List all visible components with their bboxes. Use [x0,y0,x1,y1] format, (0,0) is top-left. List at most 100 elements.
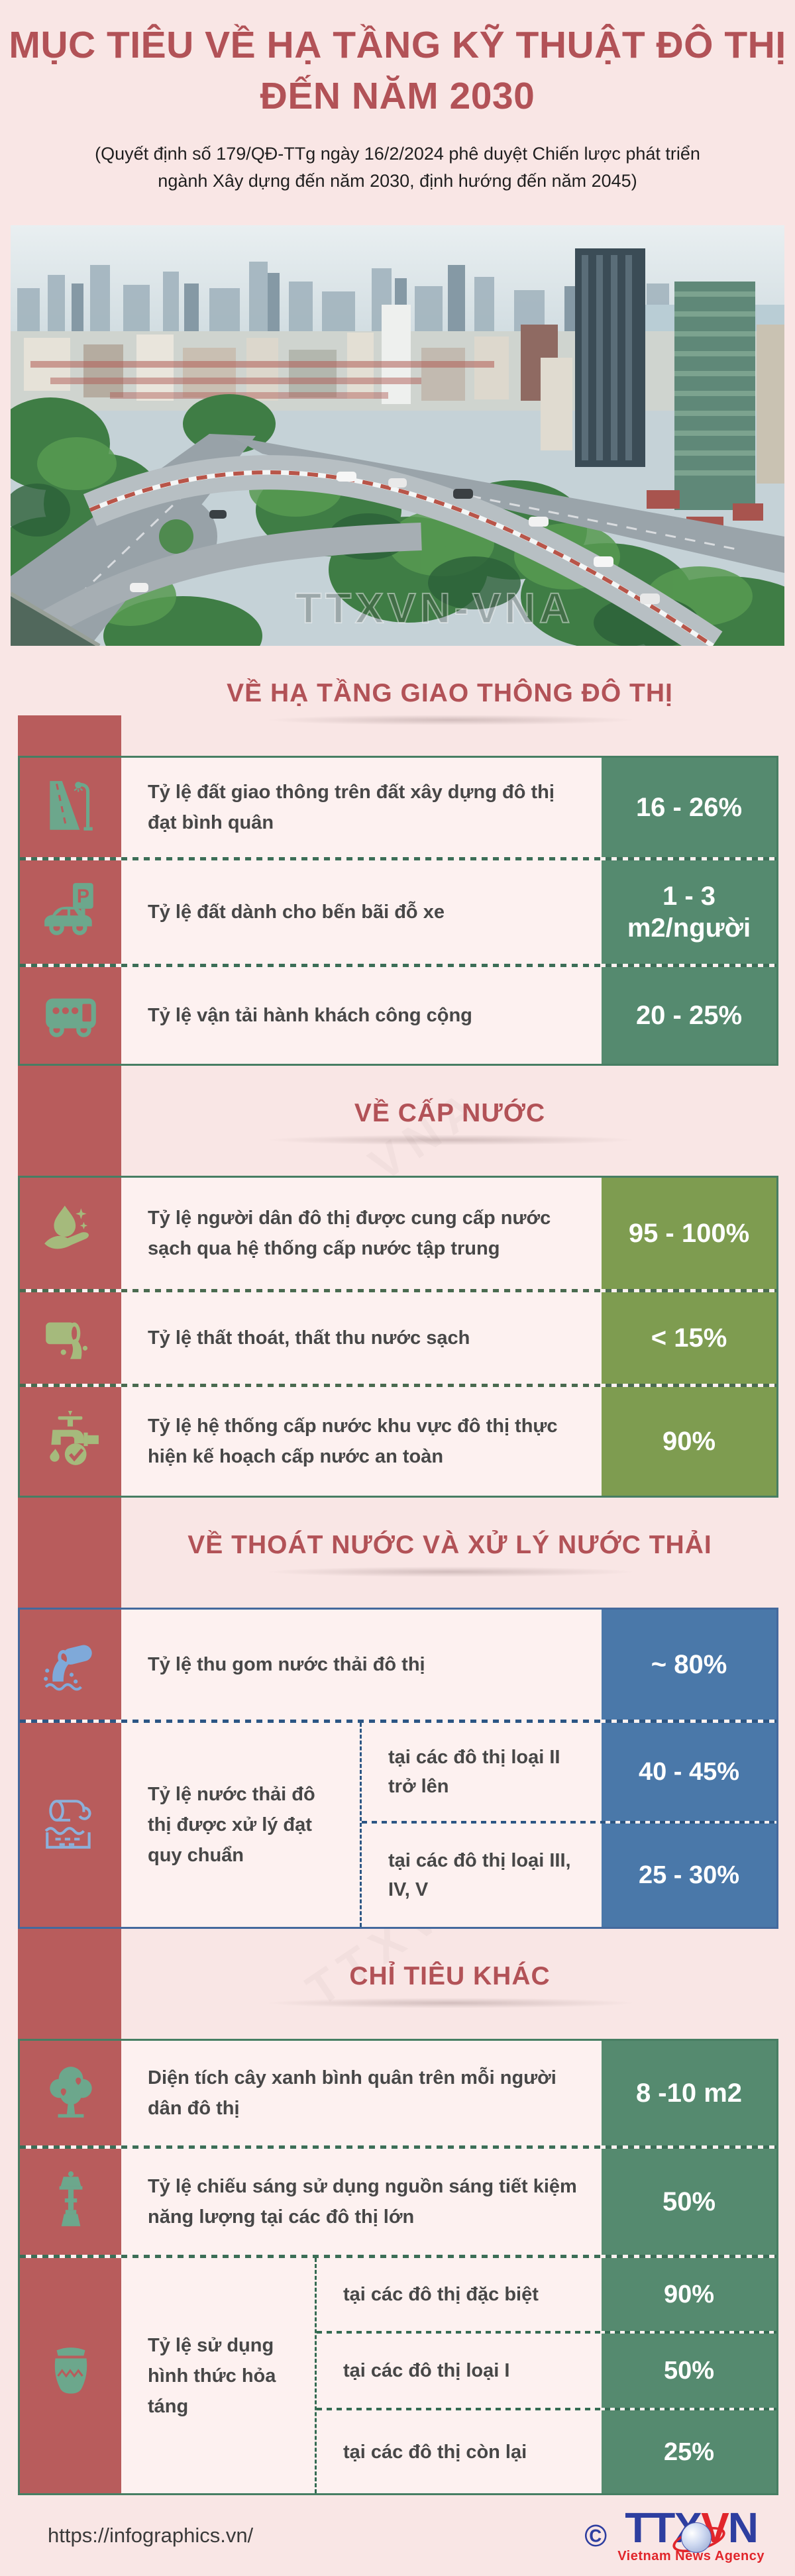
dotted-separator [20,1384,776,1387]
content-band: TTXVN - VNA TTXVN - VNA VỀ HẠ TẦNG GIAO … [0,679,795,2495]
sub-row-value: 25 - 30% [602,1824,776,1927]
city-aerial-photo: TTXVN-VNA [11,225,784,646]
sub-row: tại các đô thị loại I 50% [317,2334,776,2408]
sub-row-value: 25% [602,2410,776,2493]
table-row: P Tỷ lệ đất dành cho bến bãi đỗ xe 1 - 3… [20,860,776,964]
header: MỤC TIÊU VỀ HẠ TẦNG KỸ THUẬT ĐÔ THỊ ĐẾN … [0,0,795,195]
photo-watermark: TTXVN-VNA [295,584,574,632]
agency-logo: © TTXVN Vietnam News Agency [584,2506,765,2564]
footer: https://infographics.vn/ © TTXVN Vietnam… [0,2495,795,2576]
table-row: Tỷ lệ chiếu sáng sử dụng nguồn sáng tiết… [20,2149,776,2255]
row-label: Tỷ lệ chiếu sáng sử dụng nguồn sáng tiết… [148,2176,577,2228]
heading-shadow [265,1567,636,1577]
sub-row-value: 50% [602,2334,776,2408]
dotted-separator [20,1289,776,1292]
sub-rows: tại các đô thị loại II trở lên 40 - 45% … [360,1723,776,1927]
table-row: Tỷ lệ vận tải hành khách công cộng 20 - … [20,967,776,1064]
table-row-split: Tỷ lệ sử dụng hình thức hỏa táng tại các… [20,2258,776,2493]
row-label: Tỷ lệ thu gom nước thải đô thị [148,1654,425,1675]
row-label: Tỷ lệ người dân đô thị được cung cấp nướ… [148,1208,551,1259]
sub-row-label: tại các đô thị còn lại [343,2441,527,2463]
subtitle-line-2: ngành Xây dựng đến năm 2030, định hướng … [158,171,637,191]
cremation-urn-icon [40,2344,101,2408]
logo-n: N [727,2503,759,2551]
row-label: Tỷ lệ đất dành cho bến bãi đỗ xe [148,902,445,923]
row-value: 20 - 25% [602,967,776,1064]
dotted-separator [20,2255,776,2258]
water-supply-table: Tỷ lệ người dân đô thị được cung cấp nướ… [18,1176,778,1498]
drainage-table: Tỷ lệ thu gom nước thải đô thị ~ 80% [18,1608,778,1929]
faucet-icon [40,1410,101,1474]
table-row: Tỷ lệ người dân đô thị được cung cấp nướ… [20,1178,776,1289]
row-value: 8 -10 m2 [602,2041,776,2145]
table-row: Tỷ lệ hệ thống cấp nước khu vực đô thị t… [20,1387,776,1496]
dotted-separator [20,964,776,967]
water-hand-icon [40,1202,101,1266]
logo-subtitle: Vietnam News Agency [617,2548,765,2563]
title-line-2: ĐẾN NĂM 2030 [260,75,535,117]
transport-table: Tỷ lệ đất giao thông trên đất xây dựng đ… [18,756,778,1066]
globe-icon [681,2522,712,2553]
subtitle-line-1: (Quyết định số 179/QĐ-TTg ngày 16/2/2024… [95,144,700,164]
bus-icon [40,984,101,1048]
dotted-separator [20,2145,776,2149]
page-title: MỤC TIÊU VỀ HẠ TẦNG KỸ THUẬT ĐÔ THỊ ĐẾN … [0,20,795,122]
sub-rows: tại các đô thị đặc biệt 90% tại các đô t… [315,2258,776,2493]
pipe-icon [40,1306,101,1370]
row-value: < 15% [602,1292,776,1384]
dotted-sub-separator [317,2331,776,2334]
source-url: https://infographics.vn/ [48,2524,254,2547]
tree-icon [40,2061,101,2126]
copyright-icon: © [584,2518,608,2553]
sub-row-value: 90% [602,2258,776,2331]
row-value: 50% [602,2149,776,2255]
road-icon [40,776,101,840]
other-targets-table: Diện tích cây xanh bình quân trên mỗi ng… [18,2039,778,2495]
row-label: Tỷ lệ vận tải hành khách công cộng [148,1005,472,1026]
row-label: Tỷ lệ đất giao thông trên đất xây dựng đ… [148,782,555,833]
street-lamp-icon [40,2170,101,2234]
sub-row: tại các đô thị còn lại 25% [317,2410,776,2493]
parking-icon: P [40,880,101,945]
dotted-separator [20,1720,776,1723]
table-row: Diện tích cây xanh bình quân trên mỗi ng… [20,2041,776,2145]
section-heading-drainage: VỀ THOÁT NƯỚC VÀ XỬ LÝ NƯỚC THẢI [187,1531,712,1559]
dotted-separator [20,857,776,860]
sub-row-label: tại các đô thị loại III, IV, V [388,1850,571,1900]
row-value: ~ 80% [602,1610,776,1720]
sub-row: tại các đô thị loại II trở lên 40 - 45% [362,1723,776,1821]
row-value: 1 - 3 m2/người [602,860,776,964]
row-label: Tỷ lệ nước thải đô thị được xử lý đạt qu… [148,1784,315,1866]
sub-row-label: tại các đô thị loại II trở lên [388,1747,560,1797]
section-heading-water-supply: VỀ CẤP NƯỚC [354,1099,546,1127]
dotted-sub-separator [362,1821,776,1824]
page-subtitle: (Quyết định số 179/QĐ-TTg ngày 16/2/2024… [0,140,795,195]
table-row-split: Tỷ lệ nước thải đô thị được xử lý đạt qu… [20,1723,776,1927]
sub-row: tại các đô thị đặc biệt 90% [317,2258,776,2331]
sub-row-label: tại các đô thị đặc biệt [343,2284,539,2305]
row-label: Tỷ lệ thất thoát, thất thu nước sạch [148,1327,470,1349]
sub-row-label: tại các đô thị loại I [343,2360,510,2381]
sub-row-value: 40 - 45% [602,1723,776,1821]
row-value: 95 - 100% [602,1178,776,1289]
sub-row: tại các đô thị loại III, IV, V 25 - 30% [362,1824,776,1927]
row-label: Tỷ lệ sử dụng hình thức hỏa táng [148,2334,276,2417]
table-row: Tỷ lệ thất thoát, thất thu nước sạch < 1… [20,1292,776,1384]
row-label: Tỷ lệ hệ thống cấp nước khu vực đô thị t… [148,1416,558,1467]
heading-shadow [265,1998,636,2008]
heading-shadow [265,1135,636,1145]
row-value: 90% [602,1387,776,1496]
row-value: 16 - 26% [602,758,776,857]
title-line-1: MỤC TIÊU VỀ HẠ TẦNG KỸ THUẬT ĐÔ THỊ [9,24,786,66]
row-label: Diện tích cây xanh bình quân trên mỗi ng… [148,2067,556,2119]
wastewater-icon [40,1793,101,1857]
svg-text:P: P [76,886,89,907]
table-row: Tỷ lệ đất giao thông trên đất xây dựng đ… [20,758,776,857]
section-heading-other: CHỈ TIÊU KHÁC [349,1962,551,1990]
heading-shadow [265,715,636,725]
dotted-sub-separator [317,2408,776,2410]
section-heading-transport: VỀ HẠ TẦNG GIAO THÔNG ĐÔ THỊ [227,679,673,707]
table-row: Tỷ lệ thu gom nước thải đô thị ~ 80% [20,1610,776,1720]
drain-pipe-icon [40,1633,101,1697]
